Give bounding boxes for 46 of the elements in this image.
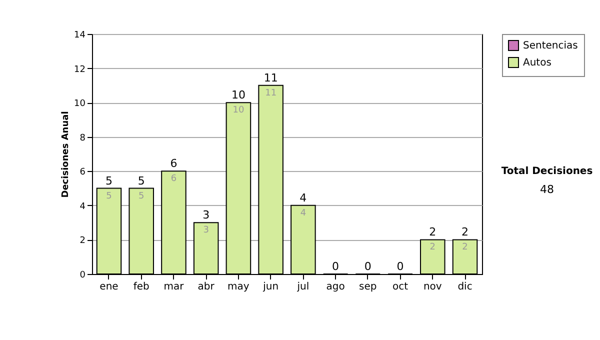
total-label: 3	[202, 208, 210, 222]
y-tick-label: 4	[80, 202, 86, 212]
y-axis-title: Decisiones Anual	[61, 111, 72, 198]
total-label: 5	[105, 174, 112, 188]
legend-label: Autos	[523, 58, 552, 68]
legend-label: Sentencias	[523, 40, 578, 52]
total-label: 2	[429, 226, 436, 239]
x-tick-label: oct	[392, 282, 408, 292]
data-label: 5	[106, 191, 112, 202]
text: 48	[540, 183, 554, 196]
total-label: 0	[396, 260, 404, 273]
total-label: 10	[231, 88, 246, 102]
x-tick-label: mar	[164, 282, 185, 292]
total-label: 11	[264, 71, 278, 84]
y-tick-label: 12	[74, 64, 86, 75]
x-tick-label: sep	[359, 282, 377, 292]
x-tick-label: jun	[262, 282, 279, 292]
y-tick-label: 10	[74, 99, 86, 110]
x-tick-label: ago	[326, 282, 345, 292]
x-tick-label: jul	[296, 282, 310, 292]
text: Total Decisiones	[501, 166, 593, 177]
y-tick-label: 0	[80, 270, 86, 280]
x-tick-label: ene	[100, 282, 118, 292]
data-label: 11	[265, 88, 277, 98]
x-tick-label: nov	[423, 282, 442, 292]
total-label: 5	[138, 174, 145, 188]
data-label: 2	[430, 242, 436, 253]
total-label: 2	[462, 226, 469, 239]
total-label: 6	[170, 157, 178, 170]
x-tick-label: dic	[458, 282, 472, 292]
y-tick-label: 2	[80, 236, 86, 246]
data-label: 3	[203, 226, 209, 236]
x-tick-label: may	[228, 282, 250, 292]
data-label: 4	[300, 208, 306, 218]
total-label: 0	[364, 260, 372, 273]
x-tick-label: feb	[133, 282, 150, 292]
y-tick-label: 6	[80, 168, 86, 178]
total-label: 4	[300, 191, 307, 204]
y-tick-label: 14	[74, 30, 86, 40]
data-label: 5	[138, 191, 144, 202]
data-label: 10	[232, 106, 244, 116]
x-tick-label: abr	[198, 282, 216, 292]
total-label: 0	[332, 260, 340, 273]
data-label: 2	[462, 242, 468, 253]
data-label: 6	[170, 174, 177, 184]
y-tick-label: 8	[80, 133, 86, 144]
